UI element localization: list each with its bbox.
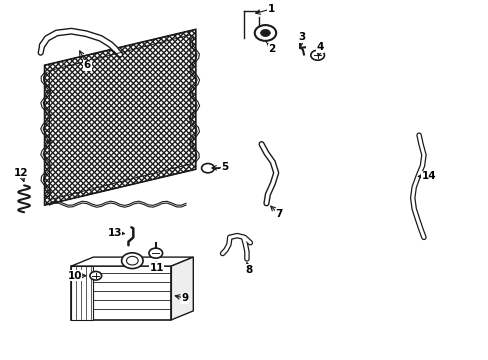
Text: 2: 2 — [267, 44, 275, 54]
Circle shape — [254, 25, 276, 41]
Text: 9: 9 — [181, 293, 188, 303]
Polygon shape — [71, 266, 171, 320]
Circle shape — [122, 253, 143, 269]
Text: 1: 1 — [267, 4, 274, 14]
Text: 7: 7 — [274, 209, 282, 219]
Polygon shape — [71, 257, 193, 266]
Text: 14: 14 — [421, 171, 435, 181]
Text: 13: 13 — [107, 228, 122, 238]
Circle shape — [126, 256, 138, 265]
Circle shape — [149, 248, 162, 258]
Circle shape — [260, 30, 270, 37]
Text: 10: 10 — [67, 271, 82, 281]
Text: 12: 12 — [14, 168, 28, 178]
Circle shape — [90, 271, 102, 280]
Polygon shape — [171, 257, 193, 320]
Circle shape — [201, 163, 214, 173]
Polygon shape — [44, 30, 195, 205]
Text: 6: 6 — [84, 60, 91, 70]
Text: 8: 8 — [245, 265, 252, 275]
Text: 4: 4 — [316, 42, 323, 52]
Circle shape — [310, 50, 324, 60]
Text: 3: 3 — [297, 32, 305, 42]
Polygon shape — [71, 266, 93, 320]
Text: 5: 5 — [221, 162, 228, 172]
Text: 11: 11 — [149, 263, 163, 273]
